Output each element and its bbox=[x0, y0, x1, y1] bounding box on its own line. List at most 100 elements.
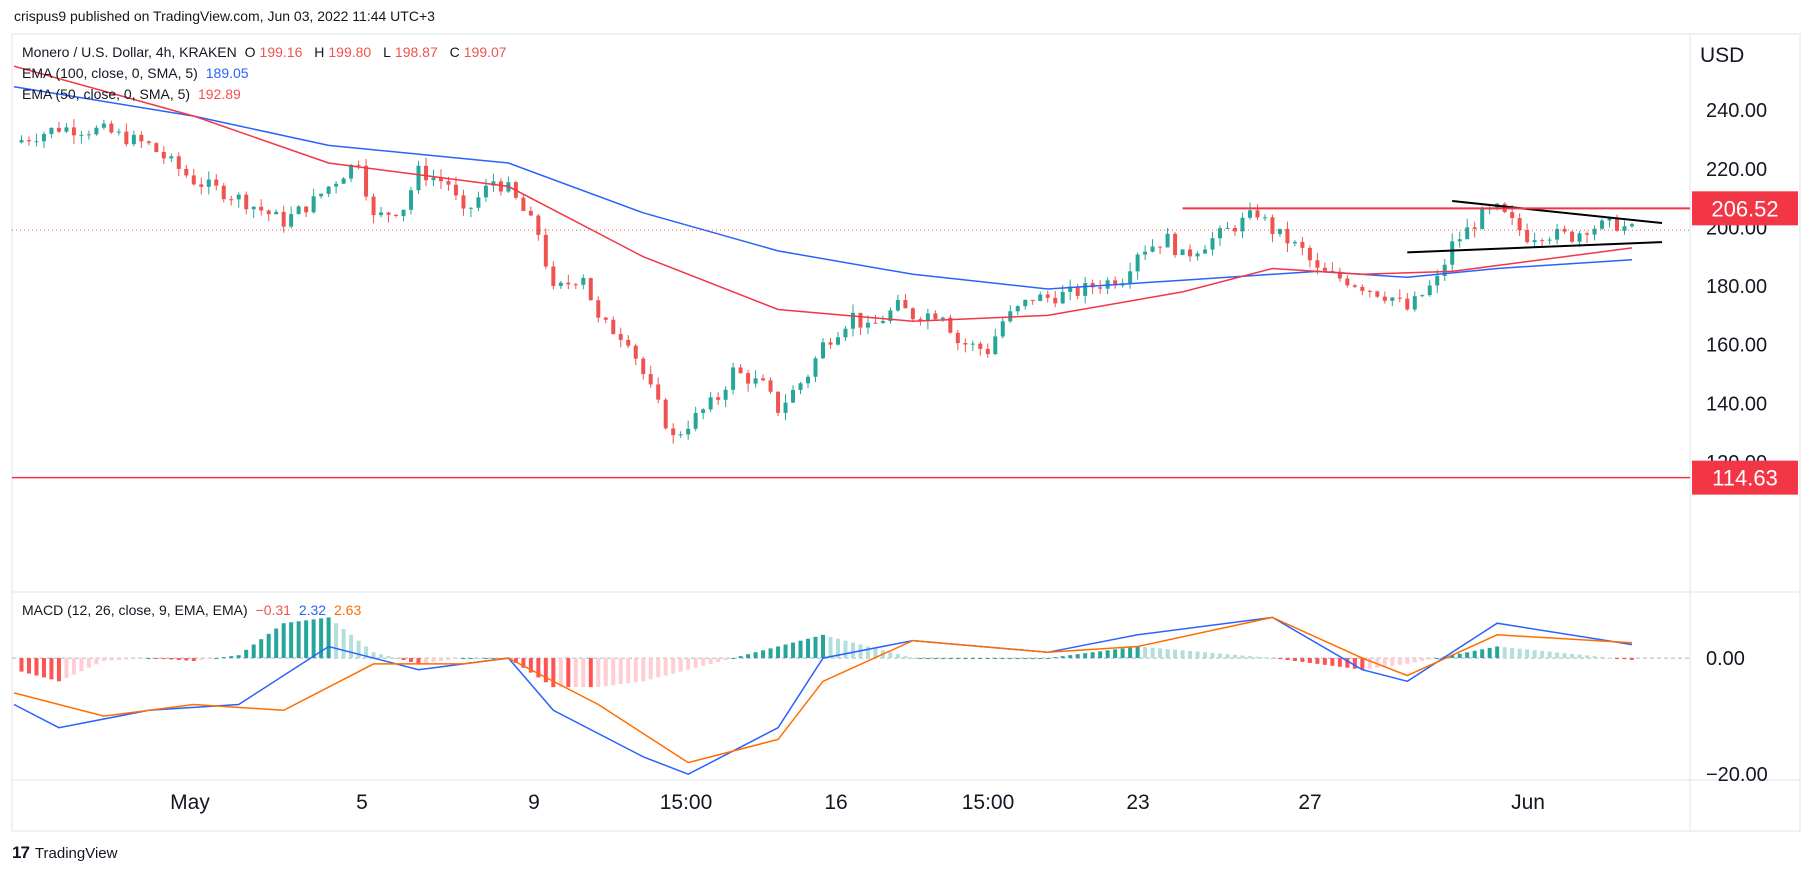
macd-hist-bar bbox=[985, 658, 990, 660]
macd-hist-bar bbox=[1480, 649, 1485, 659]
candle-body bbox=[154, 143, 159, 152]
macd-hist-bar bbox=[970, 658, 975, 660]
candle-body bbox=[1083, 283, 1088, 296]
macd-hist-bar bbox=[1607, 657, 1612, 659]
macd-hist-bar bbox=[573, 658, 578, 688]
candle-body bbox=[124, 131, 129, 145]
macd-hist-bar bbox=[364, 646, 369, 659]
candle-body bbox=[865, 322, 870, 328]
candle-body bbox=[873, 322, 878, 324]
candle-body bbox=[738, 367, 743, 374]
macd-hist-bar bbox=[1345, 658, 1350, 668]
macd-hist-bar bbox=[618, 658, 623, 685]
macd-hist-bar bbox=[289, 622, 294, 659]
tradingview-logo-icon: 17 bbox=[12, 843, 30, 862]
candle-body bbox=[214, 179, 219, 186]
candle-body bbox=[1532, 240, 1537, 243]
macd-hist-bar bbox=[1158, 648, 1163, 659]
candle-body bbox=[903, 299, 908, 309]
candle-body bbox=[296, 206, 301, 215]
candle-body bbox=[169, 156, 174, 159]
candle-body bbox=[910, 308, 915, 320]
candle-body bbox=[1330, 270, 1335, 272]
tradingview-footer[interactable]: 17 TradingView bbox=[12, 843, 117, 863]
macd-hist-bar bbox=[1008, 658, 1013, 660]
candle-body bbox=[26, 140, 31, 142]
candle-body bbox=[1195, 253, 1200, 257]
candle-body bbox=[1135, 254, 1140, 272]
candle-body bbox=[858, 312, 863, 328]
macd-hist-bar bbox=[154, 658, 159, 660]
candle-body bbox=[386, 212, 391, 215]
candle-body bbox=[446, 181, 451, 185]
macd-hist-bar bbox=[1420, 658, 1425, 661]
candle-body bbox=[259, 206, 264, 211]
candle-body bbox=[1060, 291, 1065, 304]
macd-hist-bar bbox=[319, 618, 324, 659]
triangle-lower-line bbox=[1407, 241, 1663, 254]
macd-hist-bar bbox=[191, 658, 196, 661]
candle-body bbox=[94, 127, 99, 135]
macd-hist-bar bbox=[783, 644, 788, 659]
macd-histogram bbox=[12, 617, 1690, 688]
macd-hist-value: −0.31 bbox=[255, 602, 291, 618]
candle-body bbox=[394, 214, 399, 216]
candle-body bbox=[1173, 233, 1178, 256]
macd-hist-bar bbox=[116, 658, 121, 660]
time-tick-label: 23 bbox=[1126, 791, 1149, 814]
candle-body bbox=[753, 378, 758, 384]
macd-legend[interactable]: MACD (12, 26, close, 9, EMA, EMA) −0.31 … bbox=[22, 602, 365, 618]
candle-body bbox=[1615, 218, 1620, 231]
macd-hist-bar bbox=[1038, 658, 1043, 660]
macd-hist-bar bbox=[731, 658, 736, 660]
time-tick-label: 9 bbox=[528, 791, 540, 814]
publisher-line: crispus9 published on TradingView.com, J… bbox=[14, 8, 435, 24]
candle-body bbox=[379, 212, 384, 216]
candle-body bbox=[716, 397, 721, 400]
support-price-label-bg bbox=[1692, 460, 1798, 495]
macd-hist-bar bbox=[491, 658, 496, 660]
macd-hist-bar bbox=[71, 658, 76, 675]
axes: 240.00220.00200.00180.00160.00140.00120.… bbox=[170, 100, 1798, 814]
candle-body bbox=[828, 342, 833, 345]
macd-hist-bar bbox=[626, 658, 631, 684]
candle-body bbox=[409, 190, 414, 210]
ema100-legend[interactable]: EMA (100, close, 0, SMA, 5) 189.05 bbox=[22, 65, 253, 81]
candle-body bbox=[1053, 297, 1058, 304]
candle-body bbox=[1023, 299, 1028, 307]
candle-body bbox=[1090, 283, 1095, 288]
macd-hist-bar bbox=[1435, 658, 1440, 660]
macd-hist-bar bbox=[1315, 658, 1320, 664]
candle-body bbox=[1285, 228, 1290, 244]
macd-hist-bar bbox=[993, 658, 998, 660]
macd-hist-bar bbox=[101, 658, 106, 661]
macd-hist-bar bbox=[1615, 658, 1620, 660]
candle-body bbox=[656, 384, 661, 400]
candle-body bbox=[1165, 233, 1170, 248]
macd-hist-bar bbox=[723, 658, 728, 660]
candle-body bbox=[566, 282, 571, 285]
macd-hist-bar bbox=[304, 620, 309, 659]
price-tick-label: 140.00 bbox=[1706, 393, 1767, 415]
candle-body bbox=[776, 391, 781, 413]
ema50-legend[interactable]: EMA (50, close, 0, SMA, 5) 192.89 bbox=[22, 86, 245, 102]
macd-hist-bar bbox=[1128, 647, 1133, 659]
candle-body bbox=[940, 317, 945, 320]
candle-body bbox=[1390, 297, 1395, 301]
macd-hist-bar bbox=[1495, 646, 1500, 659]
macd-hist-bar bbox=[461, 658, 466, 660]
macd-hist-bar bbox=[603, 658, 608, 687]
candle-body bbox=[1472, 227, 1477, 229]
macd-hist-bar bbox=[1000, 658, 1005, 660]
macd-hist-bar bbox=[678, 658, 683, 672]
candle-body bbox=[1128, 271, 1133, 284]
macd-hist-bar bbox=[1030, 658, 1035, 660]
symbol-name[interactable]: Monero / U.S. Dollar, 4h, KRAKEN bbox=[22, 44, 237, 60]
candle-body bbox=[1420, 295, 1425, 297]
macd-hist-bar bbox=[41, 658, 46, 678]
price-tick-label: 160.00 bbox=[1706, 335, 1767, 357]
ohlc-close: C 199.07 bbox=[449, 44, 507, 60]
candle-body bbox=[918, 319, 923, 322]
macd-hist-bar bbox=[1098, 651, 1103, 659]
